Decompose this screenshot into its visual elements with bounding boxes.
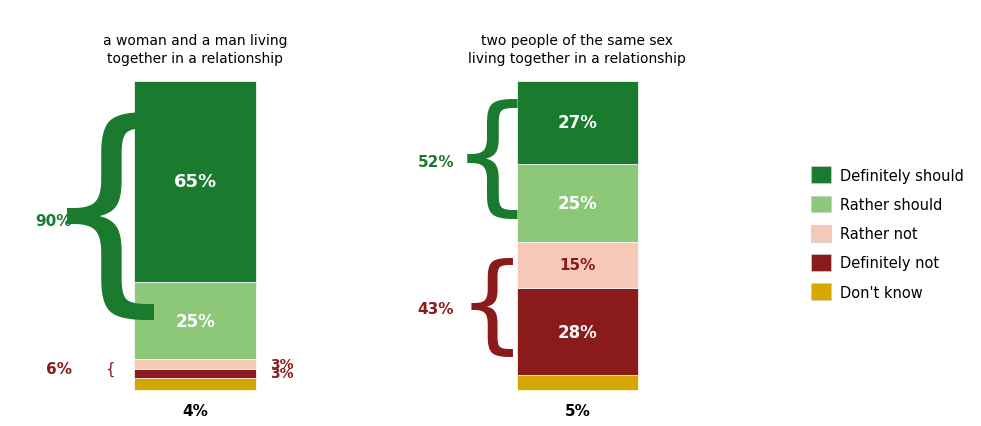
- Text: 15%: 15%: [559, 258, 595, 273]
- Text: {: {: [458, 257, 527, 360]
- Bar: [517, 288, 638, 375]
- Text: 25%: 25%: [176, 312, 215, 330]
- Text: 52%: 52%: [417, 154, 454, 169]
- Bar: [134, 378, 256, 391]
- Bar: [517, 375, 638, 391]
- Bar: [517, 81, 638, 165]
- Legend: Definitely should, Rather should, Rather not, Definitely not, Don't know: Definitely should, Rather should, Rather…: [804, 161, 969, 306]
- Text: 27%: 27%: [557, 114, 597, 132]
- Text: {: {: [38, 112, 181, 329]
- Bar: [517, 242, 638, 288]
- Text: two people of the same sex
living together in a relationship: two people of the same sex living togeth…: [468, 34, 687, 66]
- Text: 43%: 43%: [418, 301, 454, 316]
- Text: 90%: 90%: [35, 213, 72, 228]
- Bar: [517, 165, 638, 242]
- Text: 4%: 4%: [182, 403, 208, 418]
- Text: 5%: 5%: [564, 403, 591, 418]
- Text: 6%: 6%: [46, 361, 72, 377]
- Text: 25%: 25%: [557, 195, 597, 213]
- Text: 65%: 65%: [174, 173, 217, 191]
- Text: {: {: [451, 99, 534, 225]
- Text: 28%: 28%: [557, 323, 597, 341]
- Text: 3%: 3%: [270, 357, 293, 371]
- Bar: [134, 369, 256, 378]
- Bar: [134, 282, 256, 360]
- Bar: [134, 360, 256, 369]
- Bar: [134, 81, 256, 282]
- Text: {: {: [105, 361, 115, 377]
- Text: 3%: 3%: [270, 366, 293, 380]
- Text: a woman and a man living
together in a relationship: a woman and a man living together in a r…: [103, 34, 287, 66]
